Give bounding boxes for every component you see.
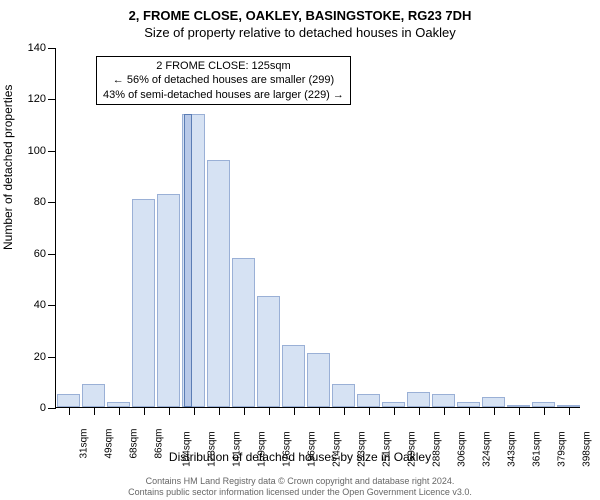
y-tick-label: 60	[16, 248, 46, 260]
chart-title-sub: Size of property relative to detached ho…	[0, 23, 600, 40]
histogram-bar	[332, 384, 356, 407]
histogram-bar	[282, 345, 306, 407]
y-tick	[48, 254, 56, 255]
histogram-bar	[432, 394, 456, 407]
x-tick	[119, 407, 120, 415]
y-tick-label: 0	[16, 402, 46, 414]
footer-line1: Contains HM Land Registry data © Crown c…	[0, 476, 600, 487]
x-tick	[444, 407, 445, 415]
x-tick	[194, 407, 195, 415]
histogram-bar	[157, 194, 181, 407]
y-axis-title: Number of detached properties	[1, 85, 15, 250]
x-tick	[519, 407, 520, 415]
annotation-line3: 43% of semi-detached houses are larger (…	[103, 88, 344, 102]
x-tick	[69, 407, 70, 415]
y-tick	[48, 305, 56, 306]
x-tick	[219, 407, 220, 415]
x-tick	[394, 407, 395, 415]
y-tick-label: 100	[16, 145, 46, 157]
y-tick	[48, 408, 56, 409]
y-tick	[48, 357, 56, 358]
y-tick-label: 80	[16, 196, 46, 208]
highlight-bar	[184, 114, 192, 407]
x-tick	[569, 407, 570, 415]
x-tick	[244, 407, 245, 415]
x-tick	[544, 407, 545, 415]
histogram-bar	[82, 384, 106, 407]
histogram-bar	[407, 392, 431, 407]
y-axis-title-text: Number of detached properties	[1, 85, 15, 250]
histogram-bar	[307, 353, 331, 407]
histogram-bar	[232, 258, 256, 407]
y-tick	[48, 48, 56, 49]
annotation-line1: 2 FROME CLOSE: 125sqm	[103, 59, 344, 73]
footer-line2: Contains public sector information licen…	[0, 487, 600, 498]
y-tick-label: 20	[16, 351, 46, 363]
chart-footer: Contains HM Land Registry data © Crown c…	[0, 476, 600, 498]
histogram-bar	[257, 296, 281, 407]
x-tick	[344, 407, 345, 415]
x-tick	[269, 407, 270, 415]
x-tick	[169, 407, 170, 415]
x-tick	[94, 407, 95, 415]
histogram-bar	[57, 394, 81, 407]
annotation-box: 2 FROME CLOSE: 125sqm← 56% of detached h…	[96, 56, 351, 105]
property-size-chart: 2, FROME CLOSE, OAKLEY, BASINGSTOKE, RG2…	[0, 0, 600, 500]
annotation-line2: ← 56% of detached houses are smaller (29…	[103, 73, 344, 87]
x-tick	[144, 407, 145, 415]
y-tick	[48, 99, 56, 100]
chart-title-main: 2, FROME CLOSE, OAKLEY, BASINGSTOKE, RG2…	[0, 0, 600, 23]
y-tick	[48, 202, 56, 203]
x-tick	[369, 407, 370, 415]
histogram-bar	[132, 199, 156, 407]
y-tick-label: 40	[16, 299, 46, 311]
plot-area: 02040608010012014031sqm49sqm68sqm86sqm10…	[55, 48, 580, 408]
x-tick	[319, 407, 320, 415]
histogram-bar	[482, 397, 506, 407]
y-tick-label: 140	[16, 42, 46, 54]
y-tick	[48, 151, 56, 152]
x-axis-title: Distribution of detached houses by size …	[0, 450, 600, 464]
histogram-bar	[357, 394, 381, 407]
x-tick	[294, 407, 295, 415]
x-tick	[494, 407, 495, 415]
y-tick-label: 120	[16, 93, 46, 105]
x-tick	[419, 407, 420, 415]
x-tick	[469, 407, 470, 415]
histogram-bar	[207, 160, 231, 407]
